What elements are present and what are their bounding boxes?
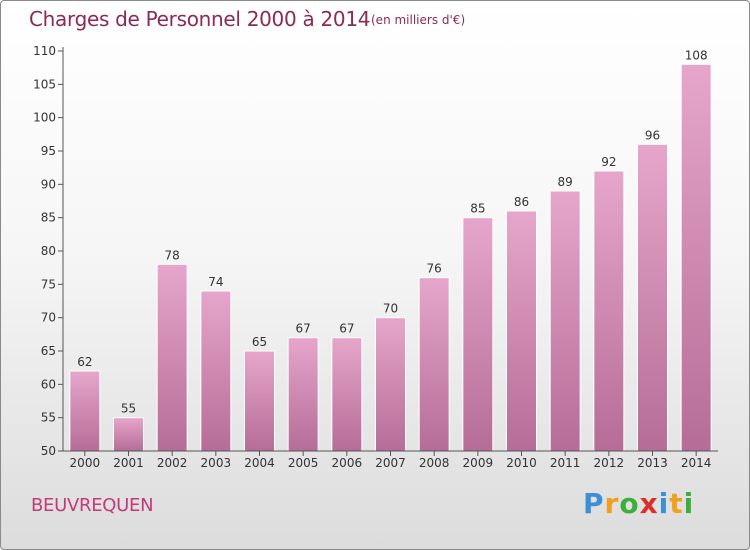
x-tick-label-2002: 2002 [157, 456, 188, 470]
y-tick-label: 60 [41, 377, 56, 391]
logo-letter: t [669, 487, 684, 520]
chart-title: Charges de Personnel 2000 à 2014 [29, 7, 371, 31]
y-tick-label: 90 [41, 177, 56, 191]
chart-subtitle: (en milliers d'€) [371, 13, 466, 27]
x-tick-label-2008: 2008 [419, 456, 450, 470]
x-tick-label-2009: 2009 [463, 456, 494, 470]
bar-2012 [593, 170, 625, 452]
data-label-2001: 55 [121, 402, 136, 416]
bar-2009 [462, 217, 494, 452]
bar-2011 [549, 190, 581, 452]
data-label-2008: 76 [427, 262, 442, 276]
logo-letter: x [639, 487, 659, 520]
bar-2007 [375, 317, 406, 452]
data-label-2004: 65 [252, 335, 267, 349]
bar-2008 [418, 277, 450, 452]
data-label-2005: 67 [296, 322, 311, 336]
x-tick-label-2014: 2014 [681, 456, 712, 470]
logo-letter: r [604, 487, 620, 520]
bar-2013 [637, 143, 668, 452]
y-tick-label: 85 [41, 211, 56, 225]
x-tick-label-2007: 2007 [375, 456, 406, 470]
bar-2001 [113, 417, 144, 452]
y-tick-label: 100 [33, 111, 56, 125]
y-tick-label: 65 [41, 344, 56, 358]
logo-letter: i [658, 487, 670, 520]
data-label-2000: 62 [77, 355, 92, 369]
data-label-2006: 67 [339, 322, 354, 336]
commune-name: BEUVREQUEN [31, 495, 154, 516]
x-tick-label-2013: 2013 [637, 456, 668, 470]
bar-2002 [156, 263, 188, 452]
bars-layer: 62 55 78 74 65 67 67 70 76 85 86 89 92 96 108 [69, 48, 712, 452]
y-tick-label: 70 [41, 311, 56, 325]
x-tick-label-2003: 2003 [201, 456, 232, 470]
x-tick-label-2010: 2010 [506, 456, 537, 470]
x-tick-label-2004: 2004 [244, 456, 275, 470]
x-tick-label-2001: 2001 [113, 456, 144, 470]
data-label-2009: 85 [470, 202, 485, 216]
x-tick-label-2011: 2011 [550, 456, 581, 470]
data-label-2014: 108 [685, 48, 708, 62]
y-tick-label: 50 [41, 444, 56, 458]
y-tick-label: 95 [41, 144, 56, 158]
axis-layer: 50 55 60 65 70 75 80 85 90 95 100 105 110 2000 2001 200… [33, 44, 718, 470]
y-tick-label: 110 [33, 44, 56, 58]
data-label-2002: 78 [165, 248, 180, 262]
bar-2000 [69, 370, 101, 452]
bar-2003 [200, 290, 232, 452]
y-tick-label: 80 [41, 244, 56, 258]
bar-2005 [287, 337, 319, 452]
bar-2006 [331, 337, 363, 452]
data-label-2003: 74 [208, 275, 223, 289]
data-label-2012: 92 [601, 155, 616, 169]
y-tick-label: 55 [41, 411, 56, 425]
data-label-2007: 70 [383, 302, 398, 316]
proxiti-logo: Proxiti [583, 487, 694, 520]
data-label-2011: 89 [558, 175, 573, 189]
logo-letter: o [619, 487, 640, 520]
x-tick-label-2006: 2006 [332, 456, 363, 470]
x-tick-label-2005: 2005 [288, 456, 319, 470]
y-tick-label: 105 [33, 77, 56, 91]
logo-letter: P [583, 487, 605, 520]
data-label-2010: 86 [514, 195, 529, 209]
x-tick-label-2012: 2012 [594, 456, 625, 470]
y-tick-label: 75 [41, 277, 56, 291]
bar-2004 [244, 350, 275, 452]
bar-2010 [506, 210, 537, 452]
logo-letter: i [683, 487, 695, 520]
bar-2014 [680, 63, 712, 452]
x-tick-label-2000: 2000 [70, 456, 101, 470]
data-label-2013: 96 [645, 128, 660, 142]
